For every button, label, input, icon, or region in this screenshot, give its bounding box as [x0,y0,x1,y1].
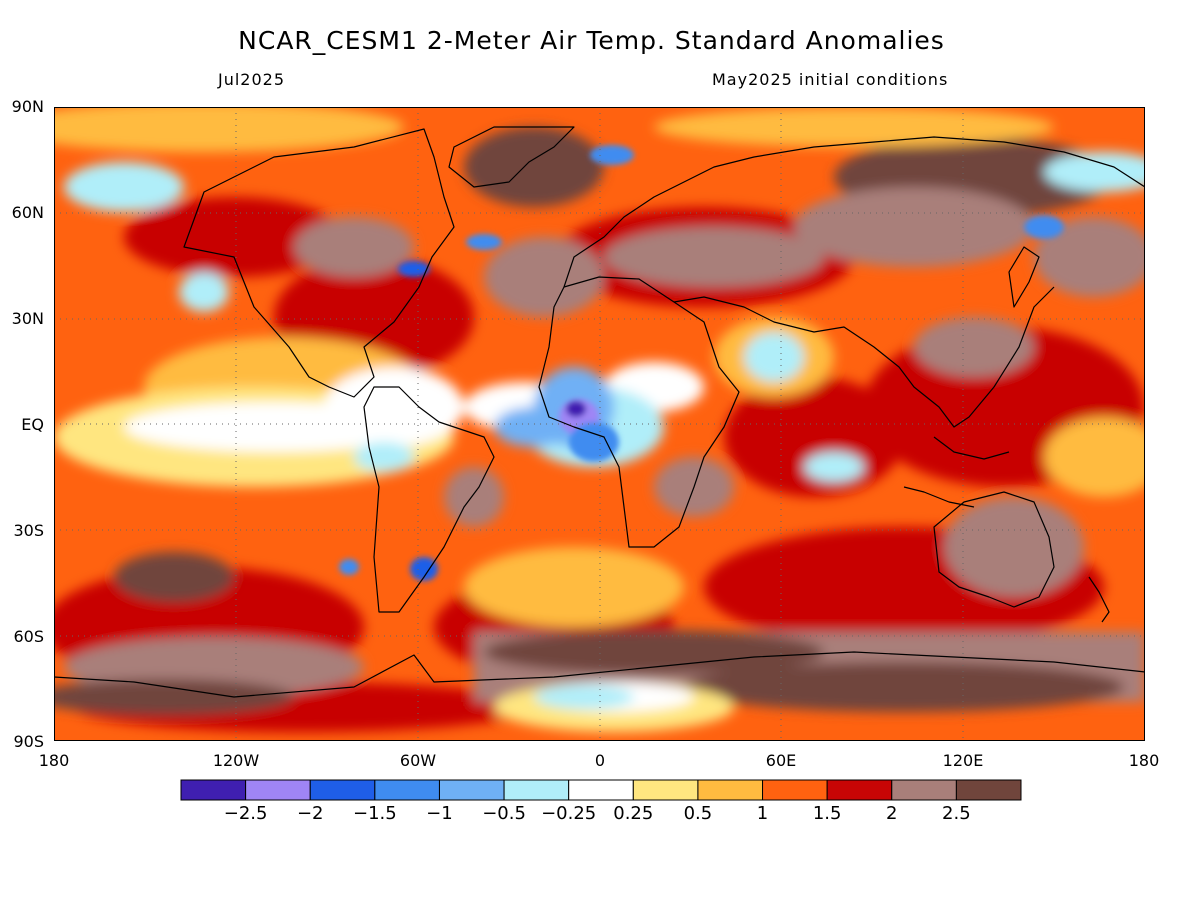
lat-label-30n: 30N [11,309,44,328]
colorbar-swatch [697,779,764,801]
colorbar-swatch [374,779,440,801]
colorbar-label: −0.25 [541,803,597,824]
anomaly-map [54,107,1145,741]
colorbar-swatch [891,779,957,801]
colorbar-swatch [826,779,893,801]
colorbar-label: 1 [756,803,769,824]
lat-label-90n: 90N [11,97,44,116]
colorbar-swatch [632,779,699,801]
colorbar-label: 2 [886,803,898,824]
lon-label-180w: 180 [38,751,70,770]
lon-label-0: 0 [594,751,606,770]
lon-label-180e: 180 [1128,751,1160,770]
colorbar-label: −1 [426,803,453,824]
colorbar-label: 2.5 [942,803,971,824]
colorbar-label: −2.5 [223,803,268,824]
lat-label-60n: 60N [11,203,44,222]
valid-month-label: Jul2025 [218,70,286,89]
lon-label-60w: 60W [399,751,437,770]
colorbar-label: −1.5 [352,803,397,824]
colorbar-swatch [762,779,828,801]
colorbar-label: 1.5 [812,803,842,824]
initial-conditions-label: May2025 initial conditions [712,70,949,89]
lat-label-60s: 60S [13,627,44,646]
colorbar-label: −2 [296,803,324,824]
colorbar-swatch [503,779,570,801]
colorbar-swatch [245,779,311,801]
map-frame [54,107,1145,741]
lon-label-120e: 120E [942,751,984,770]
lat-label-eq: EQ [21,415,44,434]
colorbar-label: −0.5 [482,803,526,824]
colorbar [180,779,1022,801]
anomaly-field [54,107,1145,741]
colorbar-label: 0.25 [613,803,654,824]
lat-label-30s: 30S [13,521,44,540]
colorbar-swatch [568,779,634,801]
colorbar-swatch [180,779,247,801]
colorbar-swatch [438,779,505,801]
lon-label-60e: 60E [765,751,797,770]
lon-label-120w: 120W [212,751,260,770]
graticule [54,107,1145,741]
colorbar-label: 0.5 [683,803,713,824]
lat-label-90s: 90S [13,732,44,751]
colorbar-swatch [309,779,376,801]
map-title: NCAR_CESM1 2-Meter Air Temp. Standard An… [238,26,945,55]
coastlines [54,126,1145,698]
colorbar-swatch [955,779,1022,801]
